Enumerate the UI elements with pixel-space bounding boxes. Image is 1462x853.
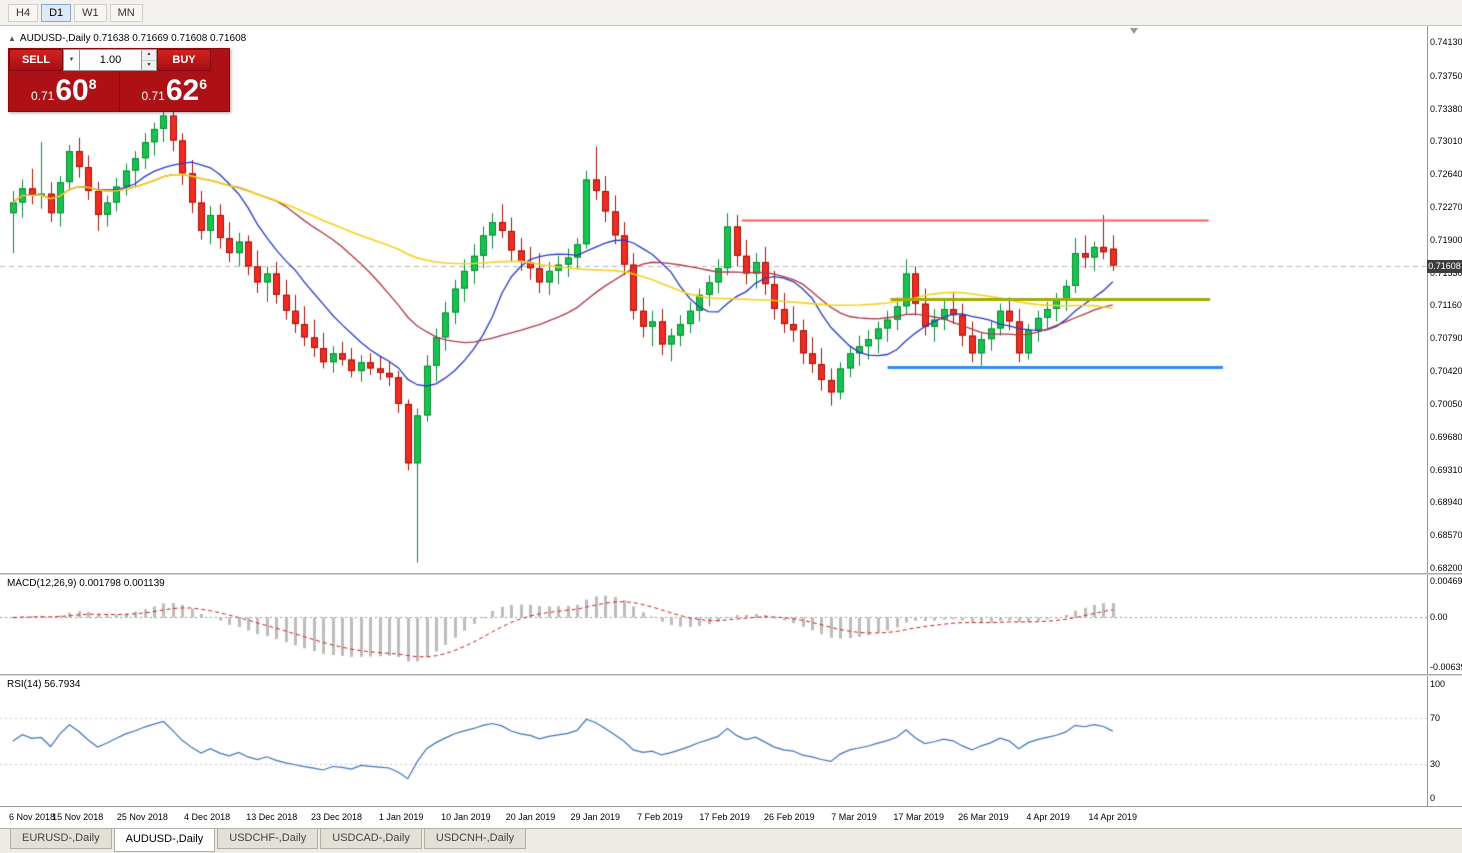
price-axis-label: 0.71900	[1430, 234, 1462, 245]
date-axis-label: 20 Jan 2019	[505, 812, 556, 822]
date-axis-label: 10 Jan 2019	[441, 812, 491, 822]
rsi-label: RSI(14) 56.7934	[7, 679, 81, 690]
date-axis-label: 17 Mar 2019	[893, 812, 944, 822]
buy-price-main: 62	[165, 74, 200, 107]
rsi-axis-label: 30	[1430, 758, 1441, 769]
timeframe-button-w1[interactable]: W1	[74, 3, 107, 22]
sell-price-main: 60	[55, 74, 89, 107]
symbol-info: ▲ AUDUSD-,Daily 0.71638 0.71669 0.71608 0…	[8, 33, 246, 44]
chart-tab-audusd[interactable]: AUDUSD-,Daily	[113, 829, 216, 852]
symbol-info-text: AUDUSD-,Daily 0.71638 0.71669 0.71608 0.…	[19, 33, 247, 44]
rsi-panel: RSI(14) 56.7934 100 70 30 0	[0, 676, 1462, 806]
price-axis-label: 0.69310	[1430, 464, 1462, 475]
price-axis-label: 0.72270	[1430, 201, 1462, 212]
date-axis-label: 17 Feb 2019	[699, 812, 750, 822]
chart-tab-usdcad[interactable]: USDCAD-,Daily	[320, 829, 422, 849]
timeframe-toolbar: H4 D1 W1 MN	[0, 0, 1462, 26]
date-axis-label: 6 Nov 2018	[8, 812, 56, 822]
buy-price-prefix: 0.71	[141, 89, 165, 103]
price-axis-label: 0.73750	[1430, 70, 1462, 81]
one-click-collapse-icon[interactable]: ▲	[8, 34, 16, 43]
panel-resize-divider[interactable]	[0, 573, 1462, 575]
volume-stepper: ▲ ▼	[142, 49, 157, 71]
chart-tab-eurusd[interactable]: EURUSD-,Daily	[10, 829, 112, 849]
panel-resize-divider[interactable]	[0, 674, 1462, 676]
rsi-canvas[interactable]	[0, 676, 1427, 806]
price-axis-label: 0.70420	[1430, 366, 1462, 377]
price-axis-label: 0.68200	[1430, 563, 1462, 573]
price-axis-label: 0.73380	[1430, 103, 1462, 114]
rsi-axis-label: 70	[1430, 713, 1441, 724]
price-axis-label: 0.70790	[1430, 333, 1462, 344]
price-axis-label: 0.68570	[1430, 530, 1462, 541]
rsi-axis[interactable]: 100 70 30 0	[1427, 676, 1462, 806]
date-axis-label: 7 Feb 2019	[637, 812, 683, 822]
chart-tab-usdchf[interactable]: USDCHF-,Daily	[217, 829, 319, 849]
price-axis-label: 0.69680	[1430, 431, 1462, 442]
price-axis-label: 0.72640	[1430, 169, 1462, 180]
macd-panel: MACD(12,26,9) 0.001798 0.001139 0.004694…	[0, 575, 1462, 674]
macd-label: MACD(12,26,9) 0.001798 0.001139	[7, 578, 165, 589]
rsi-axis-label: 100	[1430, 679, 1446, 689]
buy-price-sup: 6	[199, 76, 208, 92]
date-axis-label: 14 Apr 2019	[1088, 812, 1138, 822]
macd-axis-label: 0.00	[1430, 612, 1448, 623]
date-axis-label: 29 Jan 2019	[570, 812, 621, 822]
date-axis-label: 25 Nov 2018	[116, 812, 168, 822]
chart-shift-marker	[1130, 28, 1138, 34]
chevron-down-icon: ▼	[68, 57, 75, 63]
price-axis-label: 0.70050	[1430, 398, 1462, 409]
date-axis-label: 23 Dec 2018	[310, 812, 362, 822]
sell-price[interactable]: 0.71 60 8	[9, 71, 119, 111]
volume-decrease-button[interactable]: ▼	[142, 60, 156, 70]
timeframe-button-h4[interactable]: H4	[8, 3, 39, 22]
date-axis-label: 26 Feb 2019	[764, 812, 815, 822]
volume-preset-dropdown[interactable]: ▼	[63, 49, 80, 71]
rsi-axis-label: 0	[1430, 793, 1436, 803]
macd-axis[interactable]: 0.004694 0.00 -0.00639	[1427, 575, 1462, 674]
macd-axis-label: 0.004694	[1430, 576, 1462, 586]
sell-button[interactable]: SELL	[9, 49, 63, 71]
sell-price-prefix: 0.71	[30, 89, 55, 103]
price-axis-label: 0.71160	[1430, 300, 1462, 311]
main-chart-canvas[interactable]	[0, 26, 1427, 573]
date-axis-label: 4 Dec 2018	[184, 812, 231, 822]
macd-canvas[interactable]	[0, 575, 1427, 674]
date-axis-label: 1 Jan 2019	[378, 812, 424, 822]
price-axis[interactable]: 0.74130 0.73750 0.73380 0.73010 0.72640 0.722…	[1427, 26, 1462, 573]
volume-increase-button[interactable]: ▲	[142, 50, 156, 61]
buy-button[interactable]: BUY	[157, 49, 211, 71]
price-axis-label: 0.68940	[1430, 497, 1462, 508]
chart-tab-bar: EURUSD-,Daily AUDUSD-,Daily USDCHF-,Daily U…	[0, 828, 1462, 853]
date-axis-label: 7 Mar 2019	[831, 812, 877, 822]
price-axis-label: 0.73010	[1430, 136, 1462, 147]
volume-input[interactable]	[80, 49, 142, 71]
date-axis-label: 4 Apr 2019	[1026, 812, 1070, 822]
current-price-badge: 0.71608	[1427, 259, 1462, 273]
sell-price-sup: 8	[88, 76, 97, 92]
timeframe-button-mn[interactable]: MN	[109, 3, 143, 22]
price-axis-label: 0.74130	[1430, 37, 1462, 47]
date-axis[interactable]: 6 Nov 2018 15 Nov 2018 25 Nov 2018 4 Dec 20…	[0, 806, 1462, 828]
macd-axis-label: -0.00639	[1430, 662, 1462, 672]
date-axis-label: 15 Nov 2018	[52, 812, 104, 822]
timeframe-button-d1[interactable]: D1	[41, 3, 72, 22]
date-axis-label: 13 Dec 2018	[246, 812, 298, 822]
date-axis-label: 26 Mar 2019	[958, 812, 1009, 822]
buy-price[interactable]: 0.71 62 6	[118, 71, 230, 111]
main-chart-panel: ▲ AUDUSD-,Daily 0.71638 0.71669 0.71608 0…	[0, 26, 1462, 573]
chart-tab-usdcnh[interactable]: USDCNH-,Daily	[423, 829, 527, 849]
